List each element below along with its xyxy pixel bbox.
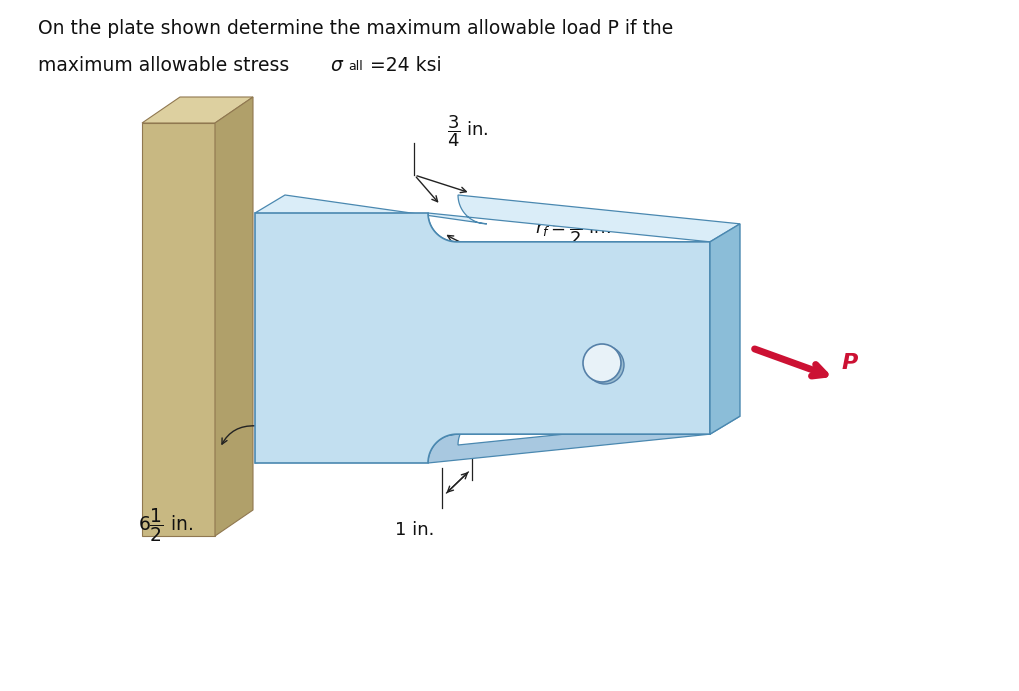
Polygon shape <box>255 416 740 463</box>
Text: 1 in.: 1 in. <box>394 521 434 539</box>
Text: maximum allowable stress: maximum allowable stress <box>38 56 296 75</box>
Polygon shape <box>255 213 710 463</box>
Text: all: all <box>348 60 363 73</box>
Text: =24 ksi: =24 ksi <box>370 56 441 75</box>
Polygon shape <box>142 123 215 536</box>
Circle shape <box>583 344 621 382</box>
Circle shape <box>586 346 624 384</box>
Polygon shape <box>710 224 740 434</box>
Text: On the plate shown determine the maximum allowable load P if the: On the plate shown determine the maximum… <box>38 19 674 38</box>
Polygon shape <box>255 195 740 242</box>
Polygon shape <box>215 97 253 536</box>
Text: $r_f = \dfrac{1}{2}$ in.: $r_f = \dfrac{1}{2}$ in. <box>535 211 611 247</box>
Text: $\dfrac{3}{4}$ in.: $\dfrac{3}{4}$ in. <box>447 113 489 149</box>
Text: 5 in.: 5 in. <box>535 277 575 295</box>
Text: $6\dfrac{1}{2}$ in.: $6\dfrac{1}{2}$ in. <box>138 506 194 544</box>
Polygon shape <box>142 97 253 123</box>
Text: σ: σ <box>330 56 342 75</box>
Text: P: P <box>842 353 858 373</box>
